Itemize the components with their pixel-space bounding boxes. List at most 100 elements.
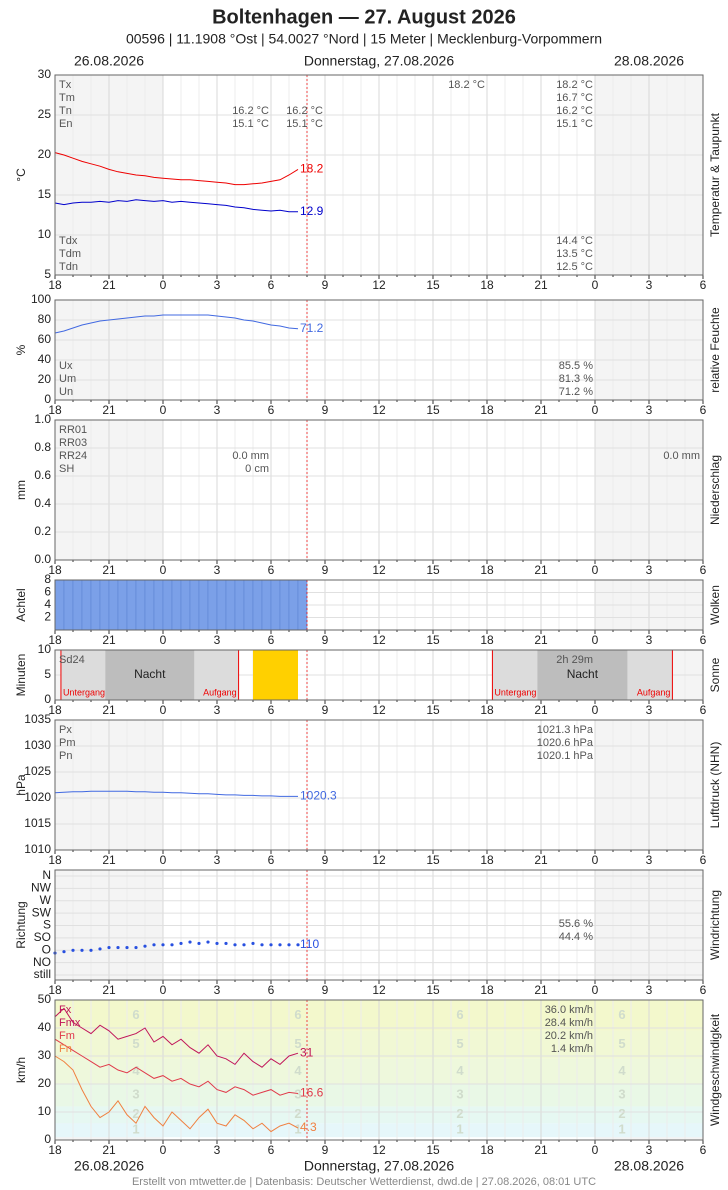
stat-name: Tdn	[59, 261, 78, 273]
date-center: Donnerstag, 27.08.2026	[304, 53, 454, 69]
x-tick-label: 0	[592, 278, 599, 292]
point	[80, 948, 84, 952]
bar	[108, 579, 119, 631]
bar	[90, 579, 101, 631]
beaufort-label: 6	[132, 1007, 139, 1022]
plot-border	[54, 999, 704, 1141]
stat-name: Fx	[59, 1004, 72, 1016]
panel: 18 21 0 3 6 9 12 15 18 21 0 3 6 5 10 15 20 25 30 18.2 12.9 Tx…	[14, 67, 722, 292]
x-tick-label: 12	[372, 563, 386, 577]
panel: 18 21 0 3 6 9 12 15 18 21 0 3 6 1010 1015 1020 1025 1030 1…	[14, 712, 722, 867]
beaufort-label: 2	[132, 1106, 139, 1121]
bar	[252, 579, 263, 631]
bar	[289, 650, 298, 700]
beaufort-label: 2	[456, 1106, 463, 1121]
stat-value: 1.4 km/h	[551, 1043, 593, 1055]
panel: 18 21 0 3 6 9 12 15 18 21 0 3 602040608010071.2UxUmU…	[14, 292, 722, 417]
point	[197, 941, 201, 946]
stat-name: Tx	[59, 79, 72, 91]
stat-name: Tm	[59, 92, 75, 104]
stat-name: Tdx	[59, 235, 78, 247]
y-tick-label: 1.0	[34, 412, 51, 426]
x-tick-label: 0	[592, 1143, 599, 1157]
beaufort-label: 2	[294, 1106, 301, 1121]
x-tick-label: 6	[700, 403, 707, 417]
x-tick-label: 18	[480, 278, 494, 292]
stat-value: 0 cm	[245, 463, 269, 475]
sunrise-label: Aufgang	[637, 687, 671, 697]
side-label: Sonne	[708, 657, 722, 692]
x-tick-label: 15	[426, 278, 440, 292]
x-tick-label: 6	[700, 853, 707, 867]
point	[134, 945, 138, 950]
stat-value: 16.2 °C	[232, 105, 269, 117]
x-tick-label: 3	[214, 983, 221, 997]
stat-name: En	[59, 118, 72, 130]
bar	[153, 579, 164, 631]
x-tick-label: 18	[48, 1143, 62, 1157]
x-tick-label: 12	[372, 983, 386, 997]
beaufort-label: 5	[618, 1036, 625, 1051]
y-tick-label: 30	[38, 67, 52, 81]
y-tick-label: 40	[38, 1020, 52, 1034]
bar	[262, 650, 271, 700]
x-tick-label: 0	[592, 983, 599, 997]
point	[215, 941, 219, 946]
y-tick-label: 10	[38, 227, 52, 241]
bar	[234, 579, 245, 631]
y-tick-label: 30	[38, 1048, 52, 1062]
x-tick-label: 21	[102, 563, 116, 577]
plot-border	[54, 74, 704, 276]
beaufort-label: 4	[294, 1063, 302, 1078]
y-tick-label: 50	[38, 992, 52, 1006]
stat-name: Sd24	[59, 654, 85, 666]
point	[179, 941, 183, 946]
x-tick-label: 21	[534, 853, 548, 867]
sunset-label: Untergang	[494, 687, 536, 697]
y-tick-label: 0.8	[34, 440, 51, 454]
bar	[117, 579, 128, 631]
stat-name: Fmx	[59, 1017, 81, 1029]
bar	[271, 650, 280, 700]
point	[170, 943, 174, 947]
y-tick-label: 20	[38, 372, 52, 386]
stat-value: 85.5 %	[559, 360, 593, 372]
x-tick-label: 0	[592, 703, 599, 717]
x-tick-label: 18	[48, 563, 62, 577]
side-label: Windgeschwindigkeit	[708, 1013, 722, 1126]
stat-value: 20.2 km/h	[545, 1030, 593, 1042]
panel: 18 21 0 3 6 9 12 15 18 21 0 3 6 0.0 0.2 0.4 0.6 0.8 1.0 RR0…	[14, 412, 722, 577]
night-label: Nacht	[134, 667, 166, 681]
y-tick-label: 8	[44, 572, 51, 586]
bar	[63, 579, 74, 631]
x-tick-label: 0	[160, 563, 167, 577]
x-tick-label: 3	[646, 703, 653, 717]
stat-name: Fm	[59, 1030, 75, 1042]
stat-name: Tn	[59, 105, 72, 117]
point	[206, 940, 210, 944]
y-axis-label: mm	[14, 480, 28, 500]
x-tick-label: 12	[372, 703, 386, 717]
x-tick-label: 3	[214, 1143, 221, 1157]
y-tick-label: 20	[38, 1076, 52, 1090]
x-tick-label: 12	[372, 278, 386, 292]
x-tick-label: 21	[534, 403, 548, 417]
beaufort-label: 3	[294, 1087, 301, 1102]
x-tick-label: 6	[700, 278, 707, 292]
y-tick-label: 0	[44, 1132, 51, 1146]
x-tick-label: 6	[268, 403, 275, 417]
x-tick-label: 9	[322, 1143, 329, 1157]
plot-border	[54, 869, 704, 981]
beaufort-label: 6	[618, 1007, 625, 1022]
stat-value: 0.0 mm	[232, 450, 269, 462]
bar	[207, 579, 218, 631]
stat-value: 1020.1 hPa	[537, 750, 594, 762]
x-tick-label: 6	[268, 1143, 275, 1157]
end-label: 12.9	[300, 204, 324, 218]
y-axis-label: Richtung	[14, 901, 28, 948]
x-tick-label: 3	[214, 853, 221, 867]
point	[152, 943, 156, 947]
bar	[270, 579, 281, 631]
